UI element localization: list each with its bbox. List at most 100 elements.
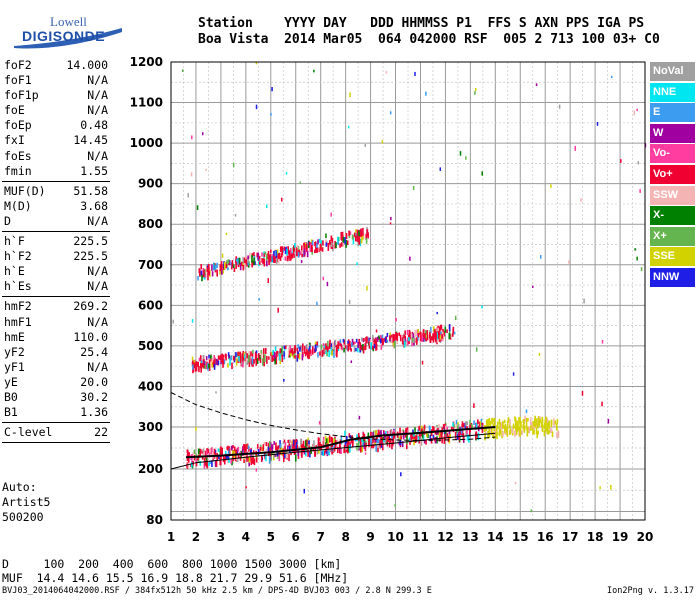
echo-point bbox=[437, 327, 439, 332]
param-name: yF1 bbox=[4, 359, 25, 374]
echo-point bbox=[490, 430, 493, 436]
echo-point bbox=[330, 235, 333, 242]
echo-point bbox=[509, 418, 511, 426]
echo-point bbox=[290, 254, 292, 261]
echo-point bbox=[292, 249, 295, 256]
echo-point bbox=[501, 430, 503, 439]
echo-point bbox=[360, 228, 362, 234]
echo-point bbox=[489, 420, 491, 427]
echo-point bbox=[271, 87, 273, 92]
echo-point bbox=[220, 446, 222, 452]
echo-point bbox=[402, 431, 405, 440]
echo-point bbox=[422, 338, 425, 342]
echo-point bbox=[535, 427, 538, 434]
echo-point bbox=[477, 432, 480, 441]
echo-point bbox=[637, 161, 640, 165]
echo-point bbox=[356, 229, 359, 236]
echo-point bbox=[274, 256, 276, 264]
echo-point bbox=[519, 429, 521, 437]
echo-point bbox=[283, 378, 285, 382]
echo-point bbox=[362, 432, 365, 436]
echo-point bbox=[245, 486, 247, 489]
echo-point bbox=[493, 417, 496, 426]
echo-point bbox=[581, 390, 584, 396]
echo-point bbox=[251, 356, 254, 365]
echo-point bbox=[439, 167, 442, 171]
echo-point bbox=[398, 332, 401, 336]
echo-point bbox=[633, 110, 636, 116]
x-tick-label: 10 bbox=[387, 530, 404, 544]
echo-point bbox=[506, 421, 509, 430]
echo-point bbox=[257, 252, 260, 261]
echo-point bbox=[239, 262, 242, 271]
echo-point bbox=[426, 432, 428, 438]
echo-point bbox=[248, 356, 251, 364]
echo-point bbox=[287, 255, 289, 261]
echo-point bbox=[553, 418, 555, 427]
param-row: foF1p N/A bbox=[2, 88, 110, 103]
echo-point bbox=[305, 244, 308, 250]
echo-point bbox=[201, 132, 204, 136]
echo-point bbox=[554, 420, 557, 425]
echo-point bbox=[264, 347, 267, 354]
echo-point bbox=[286, 445, 289, 450]
echo-point bbox=[311, 246, 313, 252]
echo-point bbox=[327, 348, 329, 352]
echo-point bbox=[385, 431, 387, 438]
echo-point bbox=[287, 439, 290, 443]
echo-point bbox=[206, 460, 208, 469]
echo-point bbox=[349, 231, 352, 236]
legend-item-w: W bbox=[650, 123, 695, 143]
echo-point bbox=[337, 341, 339, 347]
echo-point bbox=[333, 441, 336, 450]
echo-point bbox=[187, 193, 189, 198]
echo-point bbox=[197, 361, 200, 368]
echo-point bbox=[424, 333, 426, 340]
echo-point bbox=[440, 324, 442, 331]
param-row: C-level 22 bbox=[2, 425, 110, 440]
echo-point bbox=[493, 423, 496, 427]
echo-point bbox=[418, 432, 421, 440]
echo-point bbox=[274, 346, 277, 352]
echo-point bbox=[197, 275, 199, 281]
echo-point bbox=[533, 426, 536, 430]
echo-point bbox=[303, 248, 306, 256]
param-separator bbox=[2, 296, 110, 298]
echo-point bbox=[187, 450, 189, 455]
echo-point bbox=[392, 333, 395, 339]
echo-point bbox=[538, 352, 541, 356]
echo-point bbox=[503, 419, 506, 424]
echo-point bbox=[245, 358, 248, 363]
echo-point bbox=[213, 355, 216, 360]
echo-point bbox=[215, 358, 218, 365]
echo-point bbox=[197, 455, 199, 461]
echo-point bbox=[223, 457, 226, 465]
echo-point bbox=[317, 239, 319, 245]
echo-point bbox=[269, 253, 272, 257]
echo-point bbox=[340, 231, 343, 240]
echo-point bbox=[446, 426, 449, 433]
echo-point bbox=[202, 354, 205, 360]
param-row: fxI 14.45 bbox=[2, 133, 110, 148]
echo-point bbox=[374, 441, 377, 446]
echo-point bbox=[241, 448, 244, 456]
echo-point bbox=[172, 319, 174, 324]
echo-point bbox=[283, 246, 286, 251]
echo-point bbox=[375, 429, 377, 438]
echo-point bbox=[247, 445, 250, 450]
param-value: 22 bbox=[94, 425, 108, 440]
echo-point bbox=[187, 454, 190, 463]
x-tick-label: 6 bbox=[292, 530, 300, 544]
echo-point bbox=[326, 281, 329, 287]
echo-point bbox=[225, 232, 228, 235]
echo-point bbox=[410, 434, 412, 438]
echo-point bbox=[378, 438, 380, 447]
param-separator bbox=[2, 231, 110, 233]
echo-point bbox=[452, 422, 454, 427]
echo-point bbox=[399, 436, 401, 442]
echo-point bbox=[326, 346, 328, 351]
echo-point bbox=[489, 428, 492, 435]
param-value: 269.2 bbox=[73, 299, 108, 314]
echo-point bbox=[268, 441, 271, 448]
param-value: 14.45 bbox=[73, 133, 108, 148]
